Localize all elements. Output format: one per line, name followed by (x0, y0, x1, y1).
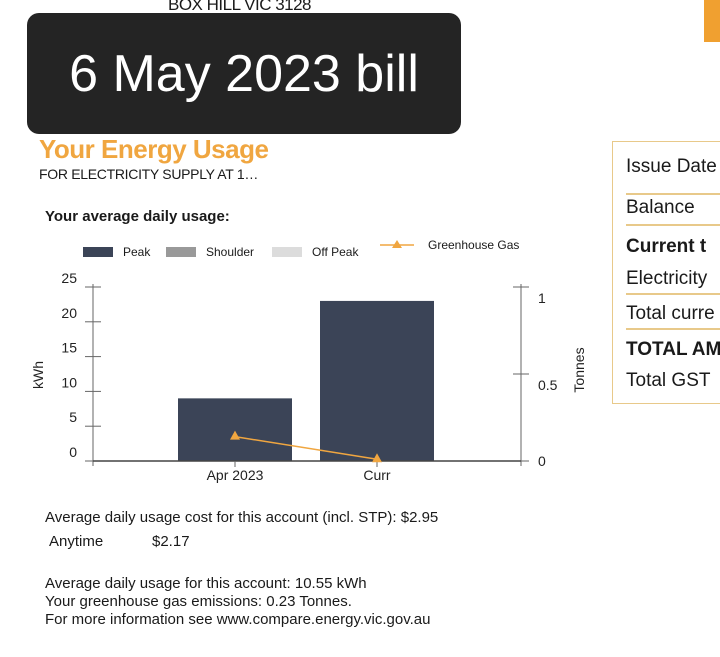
legend-label: Peak (123, 245, 151, 259)
y2-tick-label: 1 (538, 290, 546, 306)
y-tick-label: 25 (61, 270, 77, 286)
y-tick-label: 10 (61, 374, 77, 390)
greenhouse-line (234, 435, 378, 461)
bill-date-overlay: 6 May 2023 bill (27, 13, 461, 134)
anytime-value: $2.17 (152, 533, 190, 550)
anytime-label: Anytime (49, 533, 104, 550)
greenhouse-point (372, 453, 382, 463)
x-tick-label: Apr 2023 (207, 467, 264, 483)
summary-row: Issue Date (626, 156, 717, 177)
legend-peak: Peak (83, 245, 150, 259)
usage-title: Your Energy Usage (39, 134, 269, 164)
y-tick-label: 5 (69, 409, 77, 425)
y2-axis-label: Tonnes (571, 347, 587, 392)
legend-shoulder: Shoulder (166, 245, 254, 259)
usage-chart: 0 5 10 15 20 25 0 0.5 1 kWh Tonnes Apr 2023 Curr (30, 270, 587, 483)
cost-line: Average daily usage cost for this accoun… (45, 509, 439, 526)
y-axis-label: kWh (30, 361, 46, 389)
bar-curr (320, 300, 434, 461)
legend-offpeak: Off Peak (272, 245, 358, 259)
legend-label: Shoulder (206, 245, 255, 259)
avg-usage-title: Your average daily usage: (45, 208, 230, 225)
summary-row: Total curre (626, 303, 715, 324)
x-tick-label: Curr (363, 467, 391, 483)
summary-row: Electricity (626, 268, 708, 289)
summary-row: TOTAL AM (626, 339, 720, 360)
peak-swatch (83, 247, 113, 257)
more-info-line: For more information see www.compare.ene… (45, 611, 431, 628)
bar-apr-2023 (178, 398, 292, 461)
summary-row: Current t (626, 236, 707, 257)
y2-tick-label: 0 (538, 453, 546, 469)
summary-row: Total GST (626, 370, 711, 391)
address-line: BOX HILL VIC 3128 (168, 0, 312, 14)
summary-row: Balance (626, 197, 695, 218)
y-tick-label: 15 (61, 340, 77, 356)
emissions-line: Your greenhouse gas emissions: 0.23 Tonn… (45, 593, 352, 610)
bill-summary-box: Issue Date Balance Current t Electricity… (612, 141, 720, 404)
legend-label: Off Peak (312, 245, 359, 259)
y-tick-label: 0 (69, 444, 77, 460)
greenhouse-point (230, 430, 240, 440)
usage-line: Average daily usage for this account: 10… (45, 575, 367, 592)
shoulder-swatch (166, 247, 196, 257)
y-tick-label: 20 (61, 305, 77, 321)
legend-greenhouse: Greenhouse Gas (380, 238, 519, 252)
greenhouse-legend-icon (380, 240, 414, 248)
orange-tab (704, 0, 720, 42)
y2-tick-label: 0.5 (538, 377, 558, 393)
legend-label: Greenhouse Gas (428, 238, 520, 252)
supply-line: FOR ELECTRICITY SUPPLY AT 1… (39, 166, 259, 182)
offpeak-swatch (272, 247, 302, 257)
